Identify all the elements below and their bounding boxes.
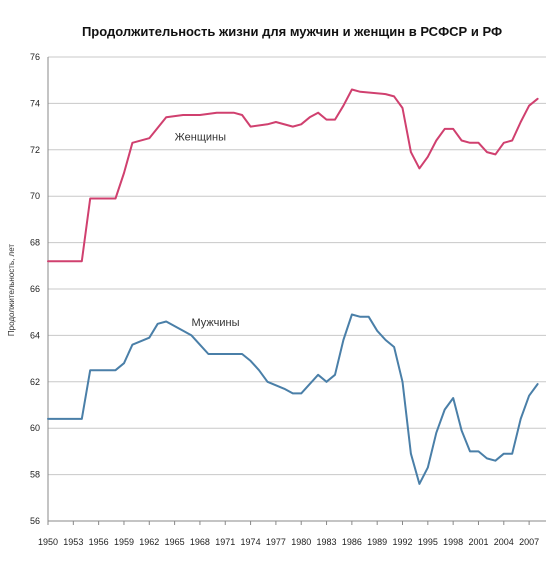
x-tick-label: 1968: [190, 537, 210, 547]
y-tick-label: 68: [30, 238, 40, 248]
x-tick-label: 1953: [63, 537, 83, 547]
x-tick-label: 1983: [317, 537, 337, 547]
x-tick-label: 2007: [519, 537, 539, 547]
y-tick-label: 64: [30, 330, 40, 340]
y-tick-label: 72: [30, 145, 40, 155]
x-tick-label: 1971: [215, 537, 235, 547]
x-tick-label: 1986: [342, 537, 362, 547]
x-tick-label: 2001: [468, 537, 488, 547]
x-tick-labels: 1950 1953 1956 1959 1962 1965 1968 1971 1974 1977…: [38, 521, 539, 547]
series-line-1: [47, 313, 539, 485]
x-tick-label: 1995: [418, 537, 438, 547]
series-labels: Женщины Мужчины: [175, 132, 240, 330]
x-tick-label: 1977: [266, 537, 286, 547]
x-tick-label: 1959: [114, 537, 134, 547]
series-line-0: [47, 88, 539, 263]
y-tick-label: 58: [30, 470, 40, 480]
x-tick-label: 1992: [392, 537, 412, 547]
y-tick-labels: 56 58 60 62 64 66 68 70 72 74 76: [30, 52, 40, 526]
y-axis-label: Продолжительность, лет: [7, 244, 16, 336]
x-tick-label: 1980: [291, 537, 311, 547]
y-tick-label: 56: [30, 516, 40, 526]
series-label-1: Мужчины: [191, 317, 239, 329]
y-tick-label: 70: [30, 191, 40, 201]
x-tick-label: 1956: [89, 537, 109, 547]
x-tick-label: 1989: [367, 537, 387, 547]
x-tick-label: 2004: [494, 537, 514, 547]
y-tick-label: 66: [30, 284, 40, 294]
y-tick-label: 76: [30, 52, 40, 62]
y-tick-label: 74: [30, 98, 40, 108]
x-tick-label: 1998: [443, 537, 463, 547]
series-lines: [47, 88, 539, 485]
x-tick-label: 1974: [241, 537, 261, 547]
x-tick-label: 1962: [139, 537, 159, 547]
x-tick-label: 1965: [165, 537, 185, 547]
y-tick-label: 62: [30, 377, 40, 387]
gridlines: [47, 56, 546, 522]
chart-title: Продолжительность жизни для мужчин и жен…: [82, 24, 502, 39]
y-tick-label: 60: [30, 423, 40, 433]
series-label-0: Женщины: [175, 132, 226, 144]
x-tick-label: 1950: [38, 537, 58, 547]
